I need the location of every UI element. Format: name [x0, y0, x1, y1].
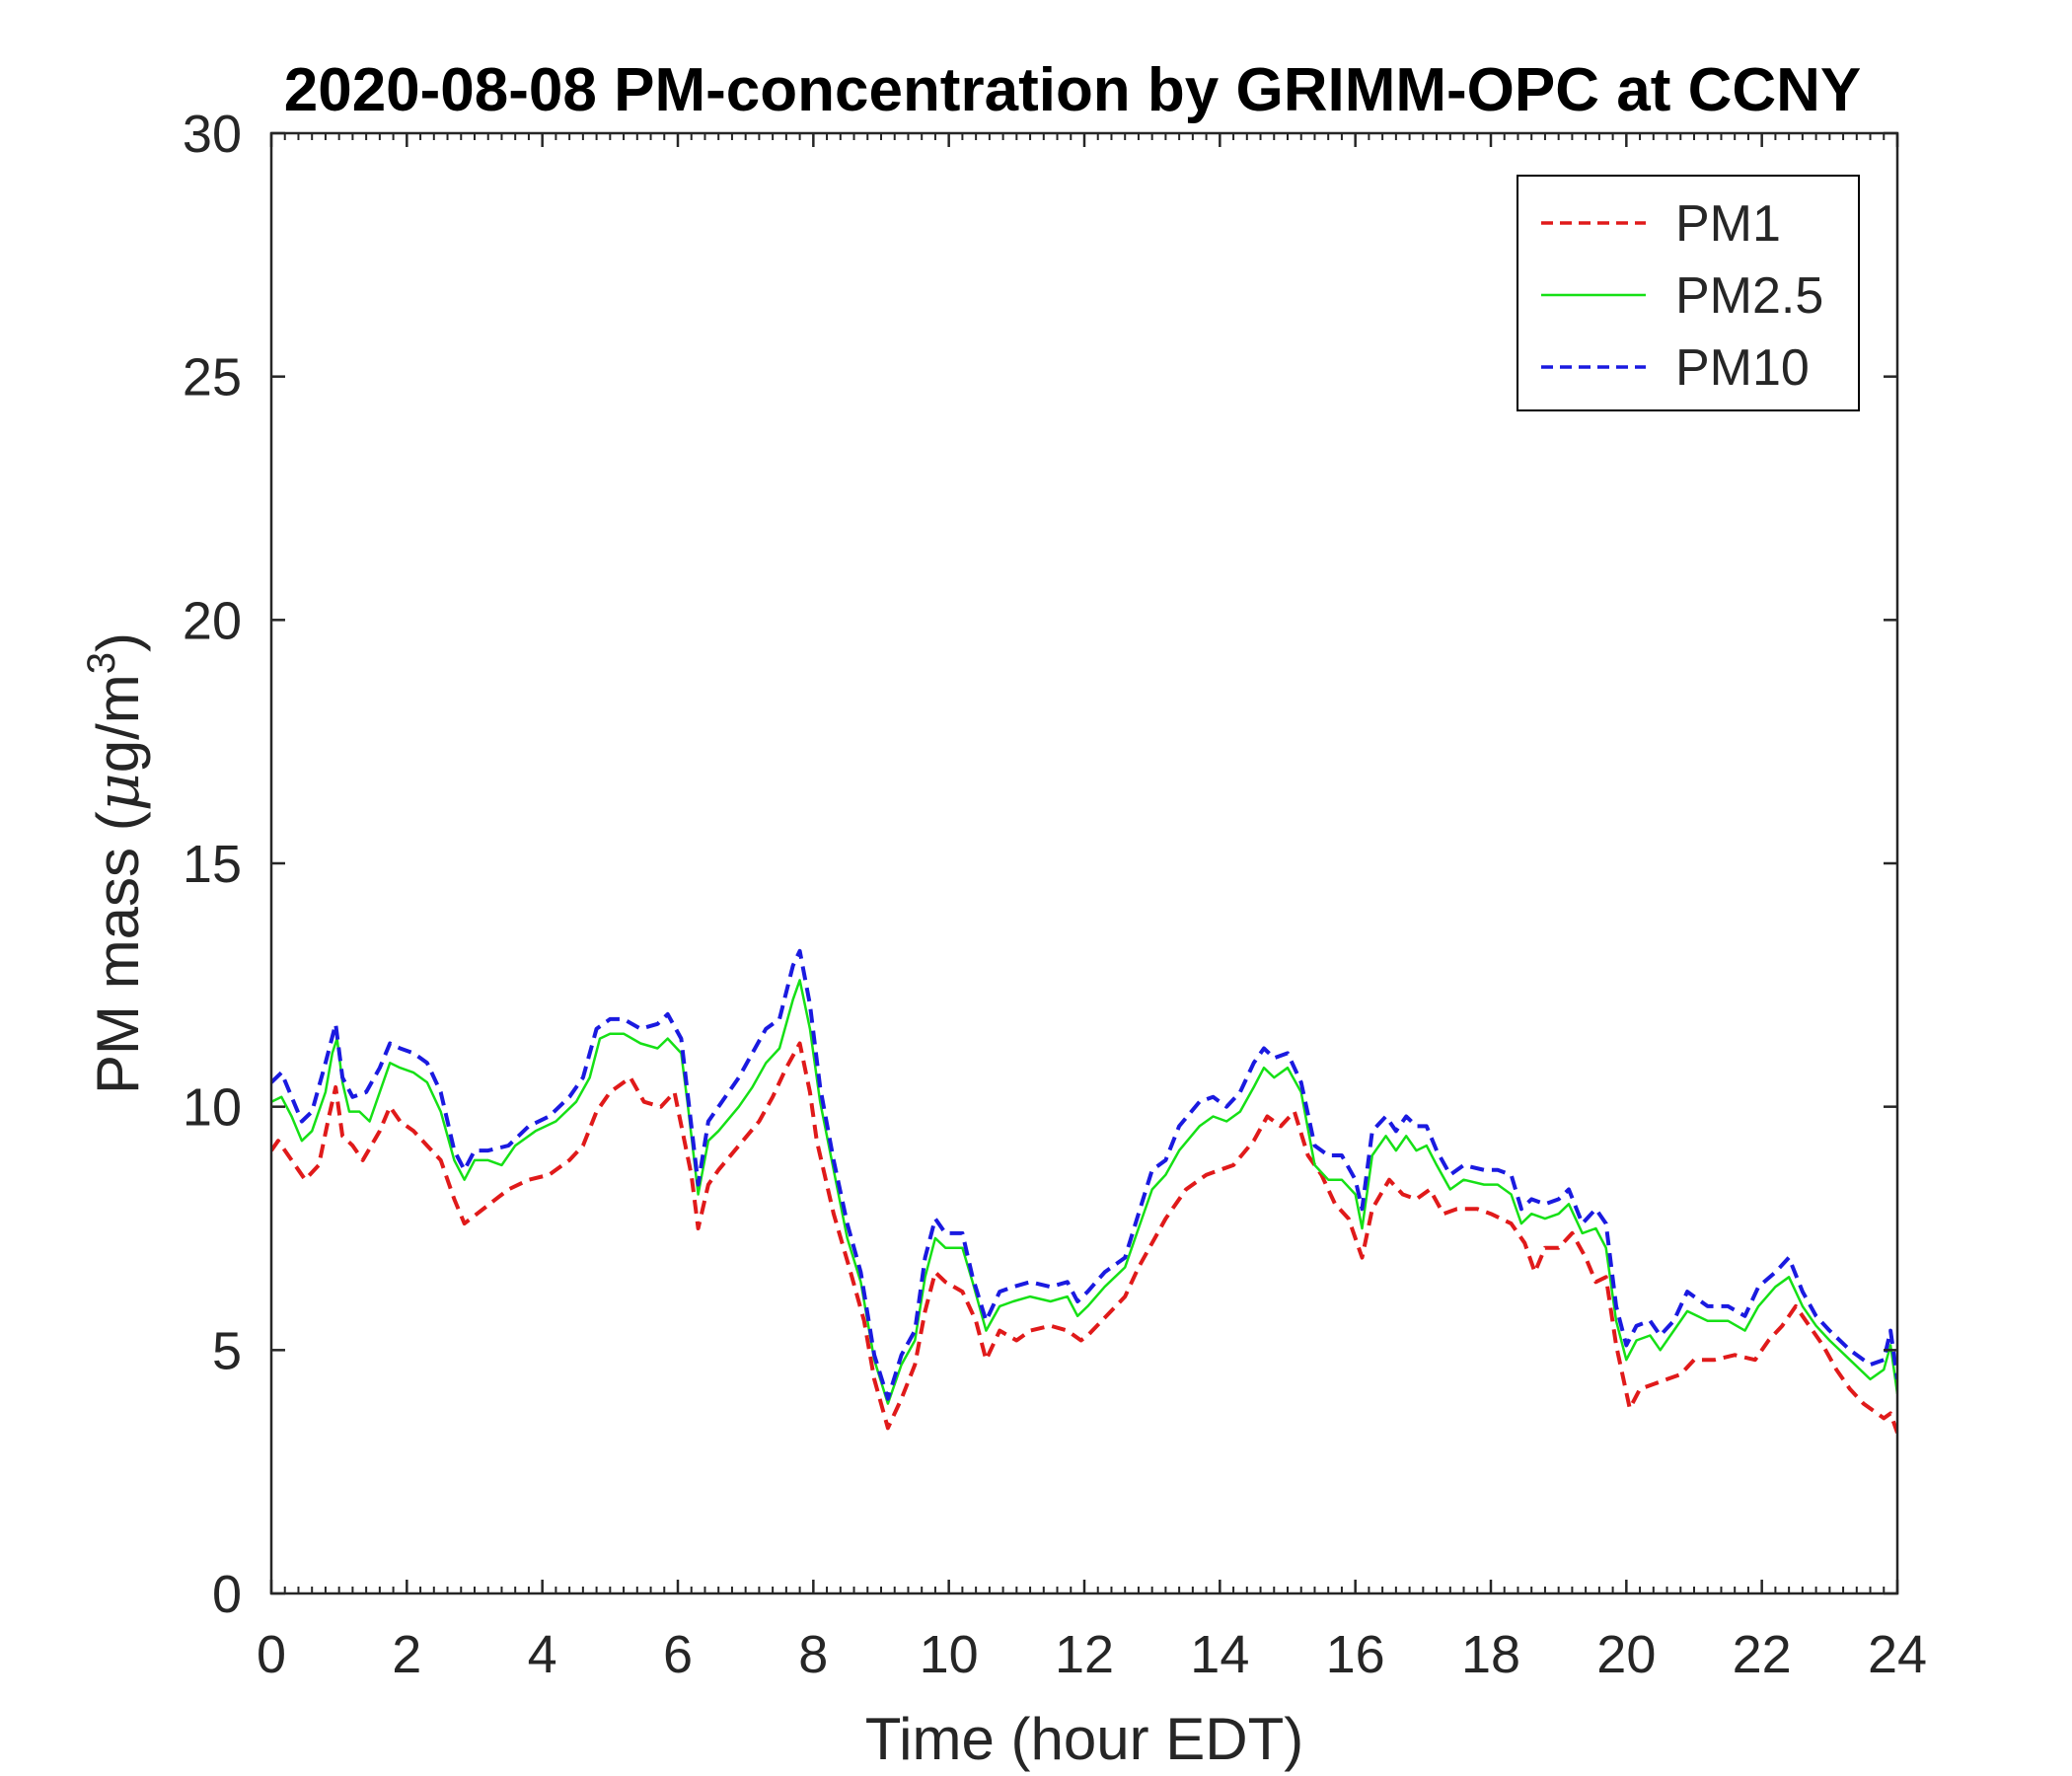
y-axis-label-mu: μ	[84, 773, 153, 811]
y-tick-label: 0	[212, 1565, 242, 1624]
x-tick-label: 6	[663, 1625, 693, 1684]
legend-label: PM1	[1675, 195, 1781, 253]
x-tick-label: 22	[1733, 1625, 1792, 1684]
y-tick-label: 10	[183, 1078, 242, 1138]
y-axis-label-main: PM mass (	[85, 811, 151, 1094]
x-tick-label: 24	[1868, 1625, 1927, 1684]
legend-entry: PM2.5	[1541, 267, 1823, 325]
y-tick-label: 15	[183, 835, 242, 894]
x-tick-label: 14	[1190, 1625, 1249, 1684]
y-tick-label: 25	[183, 348, 242, 407]
x-tick-label: 0	[257, 1625, 286, 1684]
x-tick-label: 12	[1055, 1625, 1114, 1684]
series-line-pm10	[271, 948, 1897, 1401]
x-tick-label: 2	[392, 1625, 421, 1684]
y-axis-label-close: )	[85, 632, 151, 652]
chart-title: 2020-08-08 PM-concentration by GRIMM-OPC…	[284, 56, 1862, 124]
y-tick-label: 20	[183, 591, 242, 650]
legend-entry: PM10	[1541, 339, 1810, 397]
x-tick-label: 18	[1461, 1625, 1520, 1684]
series-layer	[271, 948, 1897, 1434]
x-tick-label: 16	[1326, 1625, 1385, 1684]
legend-entry: PM1	[1541, 195, 1781, 253]
x-axis: 0 2 4 6 8 10 12 14 16 18 20 22 24	[257, 133, 1927, 1684]
y-axis-label-unit: g/m	[85, 674, 151, 773]
legend-label: PM2.5	[1675, 267, 1823, 325]
legend-box	[1517, 175, 1860, 411]
y-axis-label: PM mass (μg/m3)	[80, 632, 153, 1094]
y-axis-label-superscript: 3	[80, 652, 123, 674]
x-tick-label: 8	[798, 1625, 828, 1684]
x-axis-label: Time (hour EDT)	[865, 1706, 1304, 1772]
x-tick-label: 20	[1596, 1625, 1656, 1684]
legend: PM1 PM2.5 PM10	[1517, 175, 1860, 411]
y-tick-label: 5	[212, 1321, 242, 1380]
x-tick-label: 10	[920, 1625, 979, 1684]
series-line-pm1	[271, 1041, 1897, 1434]
y-axis: 0 5 10 15 20 25 30	[183, 105, 1897, 1624]
x-tick-label: 4	[528, 1625, 557, 1684]
legend-label: PM10	[1675, 339, 1810, 397]
series-line-pm2-5	[271, 979, 1897, 1405]
y-tick-label: 30	[183, 105, 242, 164]
